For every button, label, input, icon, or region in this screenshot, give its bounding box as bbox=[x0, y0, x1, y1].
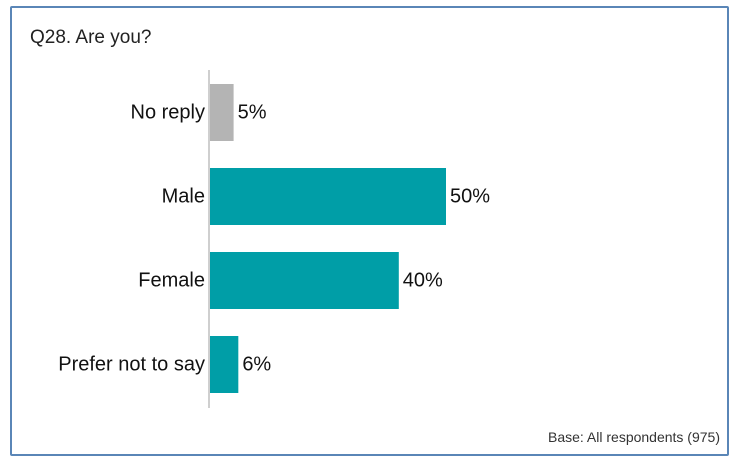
category-label: No reply bbox=[131, 102, 205, 124]
value-label: 5% bbox=[238, 102, 267, 124]
chart-frame bbox=[10, 6, 729, 456]
base-note: Base: All respondents (975) bbox=[548, 429, 720, 445]
chart-title: Q28. Are you? bbox=[30, 27, 152, 48]
bar-no-reply bbox=[210, 84, 234, 141]
value-label: 50% bbox=[450, 186, 490, 208]
category-label: Male bbox=[162, 186, 205, 208]
bar-female bbox=[210, 252, 399, 309]
bar-male bbox=[210, 168, 446, 225]
category-label: Prefer not to say bbox=[58, 354, 205, 376]
value-label: 6% bbox=[242, 354, 271, 376]
category-label: Female bbox=[138, 270, 205, 292]
value-label: 40% bbox=[403, 270, 443, 292]
bar-prefer-not-to-say bbox=[210, 336, 239, 393]
